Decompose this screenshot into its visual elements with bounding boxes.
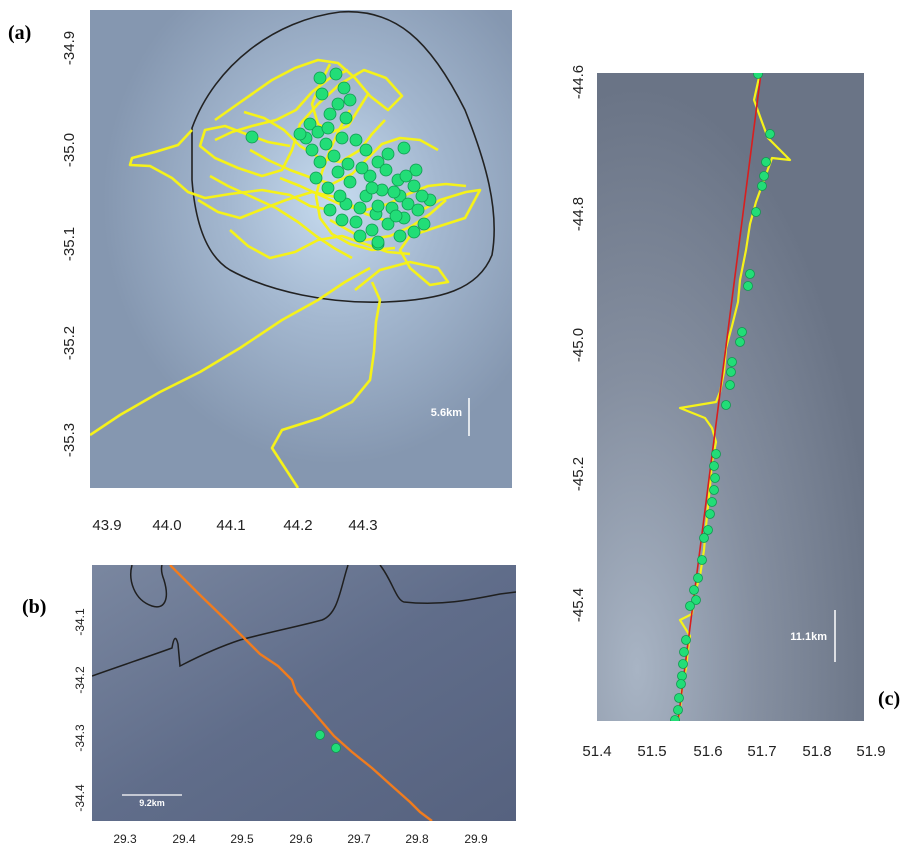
panel-a-y-tick: -35.1 [61,227,78,261]
panel-a-x-tick: 43.9 [92,517,121,534]
panel-b-map: 9.2km -34.1 -34.2 -34.3 -34.4 29.3 29.4 … [73,565,516,846]
panel-c-track [676,73,792,721]
panel-c-y-tick: -45.0 [570,328,587,362]
panel-c-scale-label: 11.1km [790,631,827,643]
panel-a-y-tick: -34.9 [61,31,78,65]
panel-c-observation-points [670,73,775,721]
panel-a-x-tick: 44.3 [348,517,377,534]
panel-c-background [597,73,864,721]
panel-b-label: (b) [22,596,47,618]
panel-a-y-axis: -34.9 -35.0 -35.1 -35.2 -35.3 [61,31,78,457]
panel-b-x-tick: 29.7 [347,832,371,846]
panel-a-track [90,58,482,488]
panel-c-straight-line [677,73,762,721]
panel-a-x-tick: 44.0 [152,517,181,534]
panel-b-track [169,565,433,821]
panel-c-x-tick: 51.4 [582,743,611,760]
panel-b-background [92,565,516,821]
panel-a-scale-label: 5.6km [431,407,462,419]
panel-c-x-tick: 51.8 [802,743,831,760]
panel-a-observation-points [245,67,437,251]
panel-c-map: 11.1km -44.6 -44.8 -45.0 -45.2 -45.4 51.… [570,65,886,760]
panel-a-label: (a) [8,22,32,44]
panel-b-y-tick: -34.1 [73,608,87,636]
panel-c-y-axis: -44.6 -44.8 -45.0 -45.2 -45.4 [570,65,587,622]
panel-b-y-tick: -34.4 [73,784,87,812]
panel-c-y-tick: -44.8 [570,197,587,231]
panel-c-x-tick: 51.5 [637,743,666,760]
panel-c-label: (c) [878,688,901,710]
panel-a-y-tick: -35.3 [61,423,78,457]
panel-b-x-axis: 29.3 29.4 29.5 29.6 29.7 29.8 29.9 [113,832,488,846]
panel-b-x-tick: 29.9 [464,832,488,846]
panel-c-x-tick: 51.9 [856,743,885,760]
panel-a-y-tick: -35.0 [61,133,78,167]
panel-b-x-tick: 29.8 [405,832,429,846]
panel-a-x-axis: 43.9 44.0 44.1 44.2 44.3 [92,517,377,534]
panel-b-x-tick: 29.4 [172,832,196,846]
panel-a-y-tick: -35.2 [61,326,78,360]
panel-a-x-tick: 44.2 [283,517,312,534]
panel-a-contour [191,10,495,304]
panel-b-contour [92,565,516,677]
panel-c-y-tick: -45.2 [570,457,587,491]
panel-a-map: 5.6km -34.9 -35.0 -35.1 -35.2 -35.3 43.9… [61,10,512,534]
panel-c-x-axis: 51.4 51.5 51.6 51.7 51.8 51.9 [582,743,885,760]
panel-b-y-tick: -34.2 [73,666,87,694]
panel-c-y-tick: -44.6 [570,65,587,99]
panel-a-x-tick: 44.1 [216,517,245,534]
panel-b-x-tick: 29.3 [113,832,137,846]
panel-b-x-tick: 29.5 [230,832,254,846]
panel-c-x-tick: 51.7 [747,743,776,760]
panel-c-x-tick: 51.6 [693,743,722,760]
panel-c-y-tick: -45.4 [570,588,587,622]
panel-b-x-tick: 29.6 [289,832,313,846]
panel-b-y-axis: -34.1 -34.2 -34.3 -34.4 [73,608,87,812]
panel-b-scale-label: 9.2km [139,798,165,808]
panel-b-y-tick: -34.3 [73,724,87,752]
panel-b-observation-points [315,730,341,753]
